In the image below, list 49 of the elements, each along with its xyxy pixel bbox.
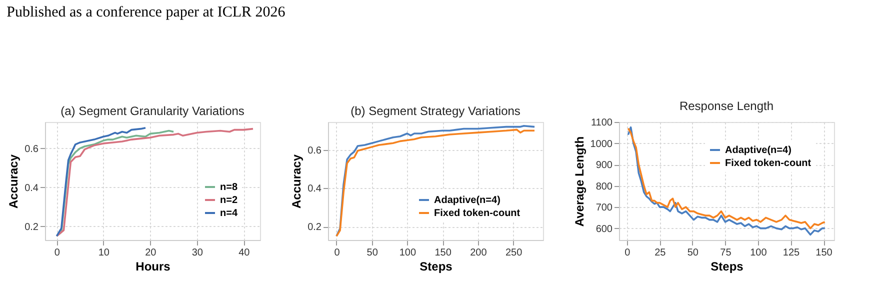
x-axis-title: Steps — [710, 260, 744, 274]
legend-label: n=2 — [220, 195, 238, 206]
x-tick-label: 10 — [98, 248, 110, 258]
line-series — [56, 128, 254, 237]
line-series — [56, 126, 146, 237]
x-tick-label: 200 — [470, 248, 488, 258]
x-tick-label: 0 — [54, 248, 60, 258]
x-tick-label: 50 — [687, 248, 699, 258]
x-tick-label: 125 — [782, 248, 800, 258]
legend-label: Adaptive(n=4) — [725, 145, 792, 156]
x-tick-label: 20 — [145, 248, 157, 258]
y-tick-label: 600 — [596, 224, 613, 235]
x-tick-label: 0 — [334, 248, 340, 258]
x-tick-label: 100 — [399, 248, 416, 258]
x-tick-label: 100 — [750, 248, 768, 258]
legend-label: Adaptive(n=4) — [434, 195, 500, 206]
x-tick-label: 150 — [434, 248, 452, 258]
x-tick-label: 30 — [192, 248, 204, 258]
x-tick-label: 0 — [624, 248, 631, 258]
legend-label: n=4 — [220, 208, 238, 219]
y-axis-title: Average Length — [572, 136, 586, 227]
x-axis-title: Hours — [136, 260, 171, 274]
x-tick-label: 75 — [720, 248, 732, 258]
chart-title: Response Length — [679, 99, 774, 113]
legend-label: Fixed token-count — [434, 208, 521, 219]
legend-label: n=8 — [220, 182, 238, 193]
y-tick-label: 0.6 — [308, 145, 322, 156]
y-tick-label: 1100 — [590, 118, 613, 128]
y-tick-label: 0.4 — [308, 184, 322, 195]
y-axis-title: Accuracy — [6, 154, 21, 209]
x-tick-label: 40 — [238, 248, 250, 258]
text: Published as a conference paper at ICLR 2026 — [6, 4, 286, 20]
x-tick-label: 25 — [654, 248, 666, 258]
y-tick-label: 900 — [596, 160, 613, 172]
legend-label: Fixed token-count — [725, 158, 812, 169]
x-tick-label: 50 — [366, 248, 378, 258]
y-tick-label: 700 — [596, 202, 613, 214]
chart-title: (b) Segment Strategy Variations — [350, 104, 520, 118]
y-tick-label: 0.2 — [308, 222, 322, 234]
x-axis-title: Steps — [420, 260, 453, 274]
x-tick-label: 250 — [505, 248, 523, 258]
y-tick-label: 800 — [596, 181, 613, 192]
y-tick-label: 0.4 — [24, 182, 39, 194]
y-axis-title: Accuracy — [290, 154, 304, 209]
x-tick-label: 150 — [816, 248, 833, 258]
chart-title: (a) Segment Granularity Variations — [60, 104, 244, 118]
y-tick-label: 1000 — [590, 138, 613, 150]
y-tick-label: 0.2 — [24, 222, 39, 233]
y-tick-label: 0.6 — [24, 144, 39, 155]
